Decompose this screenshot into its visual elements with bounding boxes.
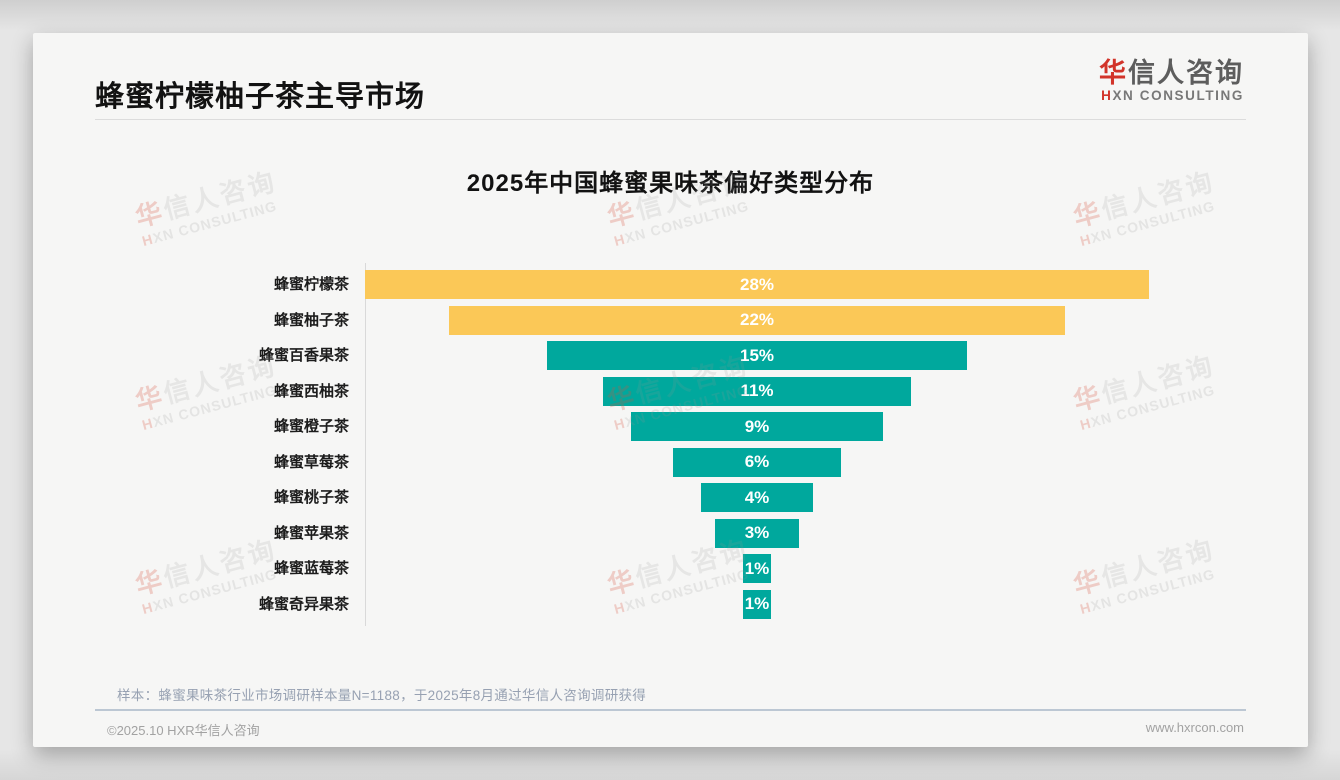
- bar-value-label: 1%: [744, 594, 770, 613]
- chart-row: 蜂蜜草莓茶 6%: [95, 447, 1246, 484]
- bar-蜂蜜柠檬茶: 28%: [365, 270, 1149, 299]
- chart-axis-line: [365, 263, 366, 626]
- chart-row: 蜂蜜苹果茶 3%: [95, 518, 1246, 555]
- chart-row: 蜂蜜西柚茶 11%: [95, 376, 1246, 413]
- chart-rows-container: 蜂蜜柠檬茶 28% 蜂蜜柚子茶 22% 蜂蜜百香果茶 15% 蜂蜜西柚茶 11% 蜂蜜橙子茶 9%…: [95, 270, 1246, 625]
- logo-en-accent: H: [1101, 87, 1113, 103]
- chart-row: 蜂蜜柠檬茶 28%: [95, 270, 1246, 306]
- category-label: 蜂蜜百香果茶: [258, 347, 349, 364]
- row-plot-area: 15%: [365, 341, 1246, 370]
- chart-row: 蜂蜜蓝莓茶 1%: [95, 554, 1246, 590]
- company-logo: 华信人咨询 HXN CONSULTING: [1099, 58, 1244, 104]
- chart-row: 蜂蜜百香果茶 15%: [95, 341, 1246, 377]
- bar-value-label: 9%: [744, 416, 770, 436]
- bar-value-label: 6%: [744, 452, 770, 471]
- page-title: 蜂蜜柠檬柚子茶主导市场: [95, 81, 426, 113]
- chart-row: 蜂蜜柚子茶 22%: [95, 305, 1246, 342]
- logo-en-rest: XN CONSULTING: [1112, 87, 1244, 103]
- row-plot-area: 4%: [365, 483, 1246, 512]
- logo-cn-rest: 信人咨询: [1128, 58, 1244, 88]
- bar-value-label: 11%: [740, 381, 774, 400]
- chart-row: 蜂蜜桃子茶 4%: [95, 483, 1246, 519]
- logo-cn-accent: 华: [1099, 58, 1128, 88]
- category-label: 蜂蜜柠檬茶: [273, 276, 349, 293]
- category-label: 蜂蜜苹果茶: [273, 524, 349, 542]
- category-label: 蜂蜜草莓茶: [273, 453, 349, 471]
- category-label: 蜂蜜桃子茶: [273, 489, 349, 506]
- bar-value-label: 1%: [744, 558, 770, 578]
- row-plot-area: 1%: [365, 589, 1246, 619]
- category-label: 蜂蜜柚子茶: [273, 311, 349, 329]
- footer-copyright: ©2025.10 HXR华信人咨询: [107, 723, 260, 738]
- watermark-en: HXN CONSULTING: [140, 197, 279, 249]
- bar-蜂蜜草莓茶: 6%: [673, 447, 841, 477]
- bar-value-label: 3%: [744, 523, 770, 542]
- bar-蜂蜜奇异果茶: 1%: [743, 589, 771, 619]
- row-plot-area: 22%: [365, 305, 1246, 335]
- bar-蜂蜜柚子茶: 22%: [449, 305, 1065, 335]
- watermark-en: HXN CONSULTING: [1078, 197, 1217, 249]
- bar-value-label: 4%: [744, 487, 770, 507]
- footer-website: www.hxrcon.com: [1145, 720, 1244, 735]
- bar-蜂蜜蓝莓茶: 1%: [743, 554, 771, 583]
- bar-蜂蜜百香果茶: 15%: [547, 341, 967, 370]
- category-label: 蜂蜜西柚茶: [273, 382, 349, 400]
- logo-english-name: HXN CONSULTING: [1099, 87, 1244, 104]
- bar-value-label: 22%: [739, 310, 775, 329]
- sample-note: 样本：蜂蜜果味茶行业市场调研样本量N=1188，于2025年8月通过华信人咨询调…: [117, 688, 647, 703]
- chart-row: 蜂蜜奇异果茶 1%: [95, 589, 1246, 626]
- bar-蜂蜜西柚茶: 11%: [603, 376, 911, 406]
- chart-title: 2025年中国蜂蜜果味茶偏好类型分布: [466, 170, 875, 197]
- row-plot-area: 9%: [365, 412, 1246, 441]
- report-slide-card: 蜂蜜柠檬柚子茶主导市场 华信人咨询 HXN CONSULTING 2025年中国…: [33, 33, 1308, 747]
- category-label: 蜂蜜奇异果茶: [258, 595, 349, 613]
- bar-value-label: 28%: [739, 274, 775, 294]
- row-plot-area: 6%: [365, 447, 1246, 477]
- chart-row: 蜂蜜橙子茶 9%: [95, 412, 1246, 448]
- bar-蜂蜜苹果茶: 3%: [715, 518, 799, 548]
- bar-蜂蜜橙子茶: 9%: [631, 412, 883, 441]
- logo-chinese-name: 华信人咨询: [1099, 58, 1244, 89]
- category-label: 蜂蜜橙子茶: [273, 418, 349, 435]
- row-plot-area: 3%: [365, 518, 1246, 548]
- bar-value-label: 15%: [739, 345, 775, 365]
- watermark-en: HXN CONSULTING: [612, 197, 751, 249]
- row-plot-area: 1%: [365, 554, 1246, 583]
- header-divider: [95, 119, 1246, 120]
- row-plot-area: 11%: [365, 376, 1246, 406]
- funnel-bar-chart: 蜂蜜柠檬茶 28% 蜂蜜柚子茶 22% 蜂蜜百香果茶 15% 蜂蜜西柚茶 11% 蜂蜜橙子茶 9%…: [95, 263, 1246, 626]
- footer-divider: [95, 709, 1246, 711]
- bar-蜂蜜桃子茶: 4%: [701, 483, 813, 512]
- category-label: 蜂蜜蓝莓茶: [273, 560, 349, 577]
- row-plot-area: 28%: [365, 270, 1246, 299]
